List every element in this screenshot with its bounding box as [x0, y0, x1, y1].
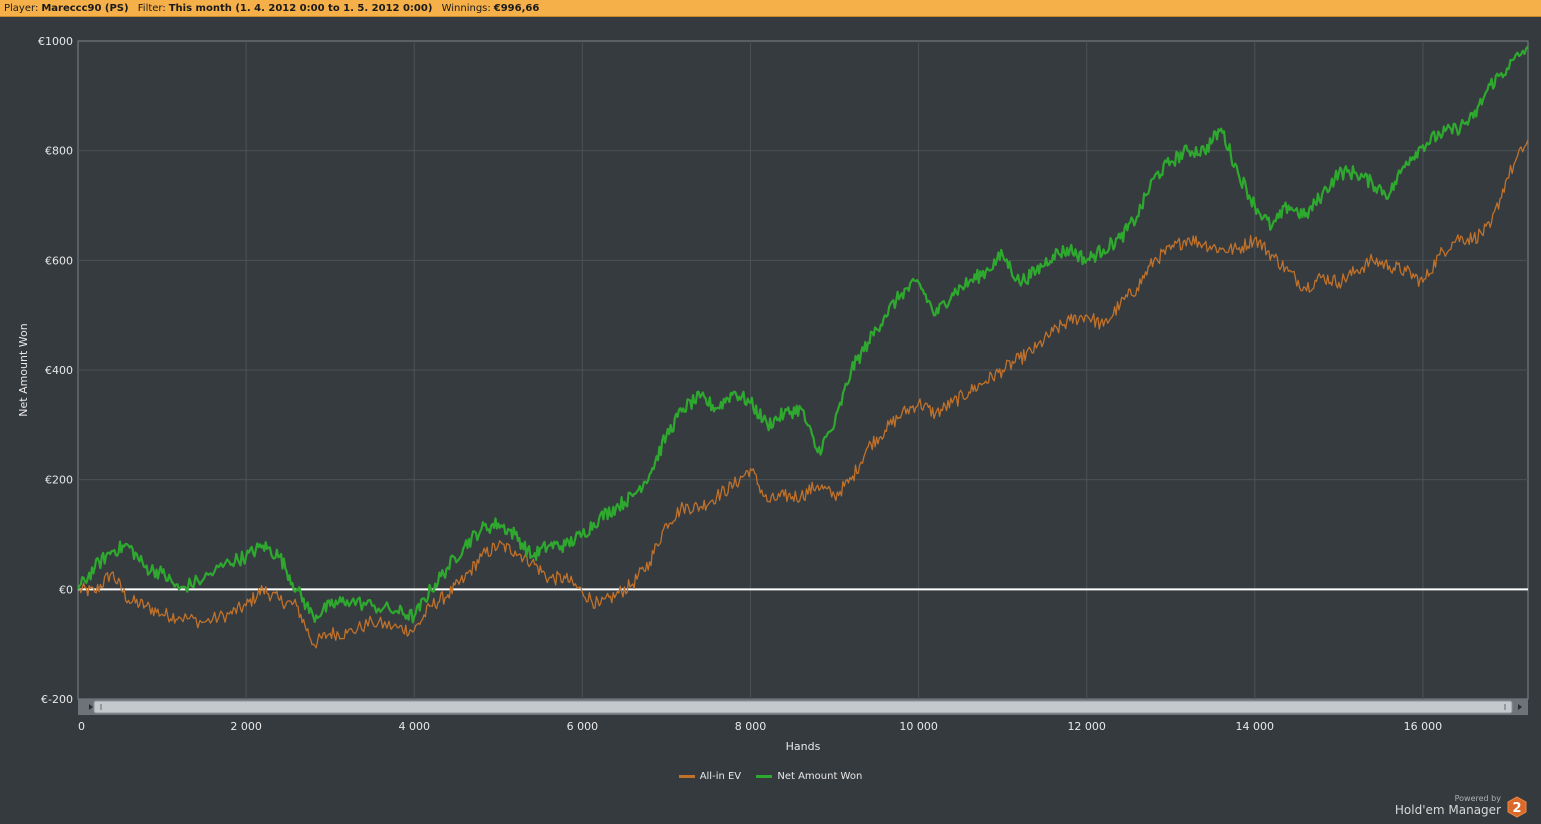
chart-legend: All-in EV Net Amount Won	[0, 771, 1541, 782]
powered-by-text: Powered by	[1454, 794, 1501, 803]
series-line-all-in-ev	[77, 139, 1529, 649]
x-tick-label: 10 000	[899, 720, 938, 733]
legend-item-all-in-ev[interactable]: All-in EV	[678, 771, 742, 782]
legend-swatch-icon	[756, 774, 773, 778]
x-axis-label: Hands	[786, 740, 821, 753]
scroll-right-arrow-icon[interactable]	[1518, 704, 1522, 710]
x-tick-label: 4 000	[398, 720, 430, 733]
y-tick-label: €600	[45, 254, 73, 267]
svg-text:2: 2	[1512, 801, 1521, 816]
y-tick-label: €800	[45, 145, 73, 158]
hem2-logo-icon: 2	[1507, 796, 1527, 818]
x-tick-label: 12 000	[1067, 720, 1106, 733]
x-tick-label: 16 000	[1404, 720, 1443, 733]
filter-bar: Player: Mareccc90 (PS) Filter: This month …	[0, 0, 1541, 17]
y-axis-label: Net Amount Won	[17, 323, 30, 416]
winnings-chart: €-200 €0 €200 €400 €600 €800 €1000 0 2 000 4 000…	[17, 35, 1529, 753]
player-value: Mareccc90 (PS)	[41, 3, 129, 14]
x-tick-label: 6 000	[567, 720, 599, 733]
y-tick-label: €200	[45, 474, 73, 487]
series-layer	[76, 45, 1529, 649]
product-name: Hold'em Manager	[1394, 803, 1501, 817]
winnings-label: Winnings:	[441, 3, 491, 14]
x-tick-label: 2 000	[230, 720, 262, 733]
x-tick-label: 14 000	[1236, 720, 1275, 733]
x-tick-label: 0	[78, 720, 85, 733]
y-tick-label: €400	[45, 364, 73, 377]
player-label: Player:	[4, 3, 39, 14]
x-tick-label: 8 000	[735, 720, 767, 733]
scrollbar-thumb[interactable]	[93, 700, 1513, 714]
legend-swatch-icon	[678, 774, 695, 778]
series-line-net-amount-won	[76, 45, 1529, 624]
y-axis-ticks: €-200 €0 €200 €400 €600 €800 €1000	[38, 35, 73, 706]
scroll-left-arrow-icon[interactable]	[89, 704, 93, 710]
filter-label: Filter:	[137, 3, 166, 14]
y-tick-label: €-200	[41, 693, 73, 706]
legend-label: All-in EV	[699, 771, 742, 782]
winnings-value: €996,66	[493, 3, 540, 14]
filter-value[interactable]: This month (1. 4. 2012 0:00 to 1. 5. 201…	[168, 3, 433, 14]
y-tick-label: €1000	[38, 35, 73, 48]
legend-item-net-amount-won[interactable]: Net Amount Won	[756, 771, 862, 782]
y-tick-label: €0	[59, 583, 73, 596]
legend-label: Net Amount Won	[777, 771, 863, 782]
horizontal-scrollbar[interactable]	[78, 699, 1528, 715]
branding: Powered by Hold'em Manager	[1395, 794, 1501, 817]
x-axis-ticks: 0 2 000 4 000 6 000 8 000 10 000 12 000 14 000 1…	[78, 720, 1442, 733]
